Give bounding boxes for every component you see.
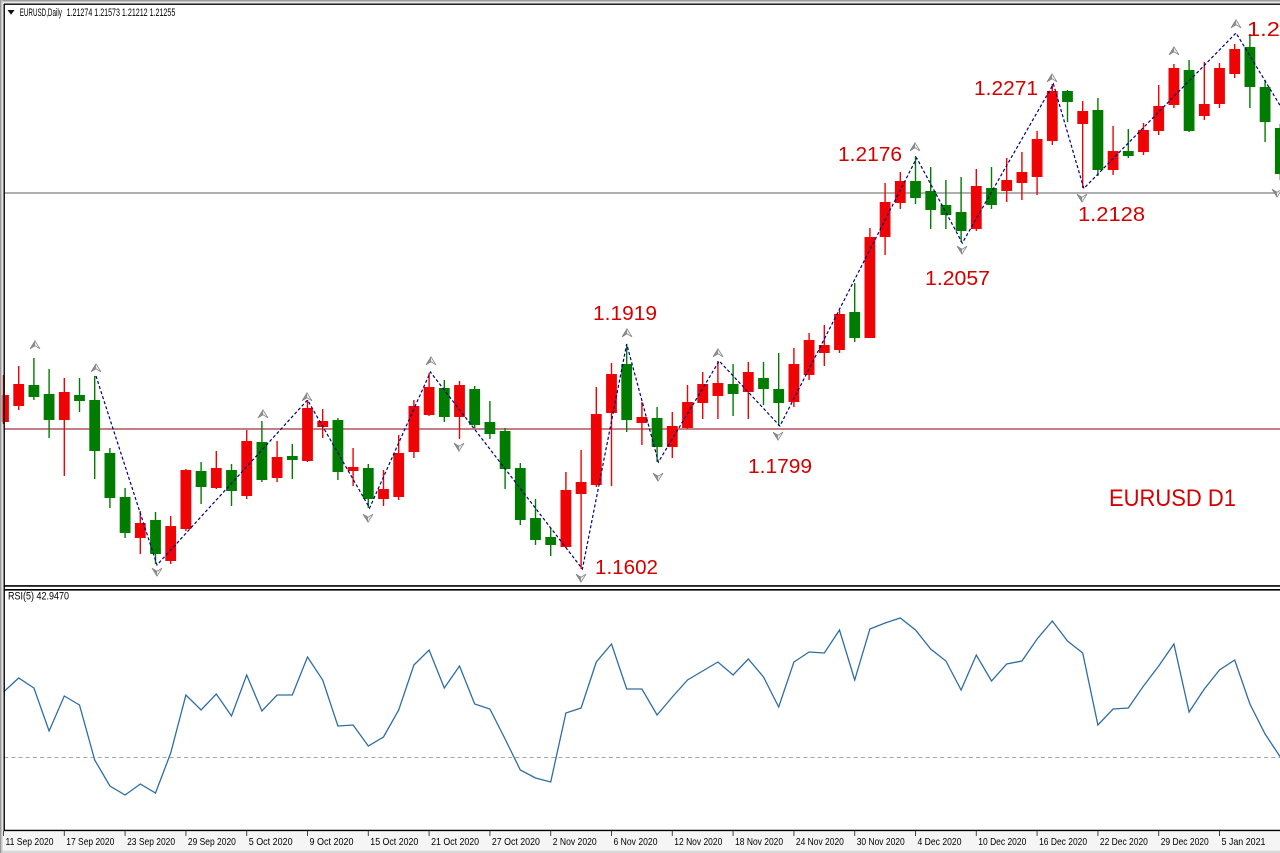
svg-text:1.1602: 1.1602 xyxy=(595,557,658,579)
svg-text:30 Nov 2020: 30 Nov 2020 xyxy=(857,836,905,848)
svg-text:1.21274 1.21573 1.21212 1.2125: 1.21274 1.21573 1.21212 1.21255 xyxy=(67,7,176,19)
svg-text:5 Jan 2021: 5 Jan 2021 xyxy=(1222,836,1266,848)
svg-text:1.2057: 1.2057 xyxy=(925,268,990,290)
svg-text:1.2271: 1.2271 xyxy=(974,78,1038,100)
svg-text:RSI(5) 42.9470: RSI(5) 42.9470 xyxy=(8,591,69,603)
svg-text:4 Dec 2020: 4 Dec 2020 xyxy=(918,836,962,848)
svg-text:12 Nov 2020: 12 Nov 2020 xyxy=(674,836,722,848)
svg-text:2 Nov 2020: 2 Nov 2020 xyxy=(553,836,597,848)
svg-text:5 Oct 2020: 5 Oct 2020 xyxy=(249,836,293,848)
svg-text:1.23: 1.23 xyxy=(1247,19,1280,41)
svg-text:9 Oct 2020: 9 Oct 2020 xyxy=(310,836,354,848)
svg-text:15 Oct 2020: 15 Oct 2020 xyxy=(370,836,418,848)
svg-text:27 Oct 2020: 27 Oct 2020 xyxy=(492,836,540,848)
svg-text:1.1799: 1.1799 xyxy=(748,456,812,478)
svg-text:29 Dec 2020: 29 Dec 2020 xyxy=(1161,836,1209,848)
svg-text:1.2176: 1.2176 xyxy=(838,144,902,166)
svg-text:16 Dec 2020: 16 Dec 2020 xyxy=(1039,836,1087,848)
svg-text:1.2128: 1.2128 xyxy=(1078,204,1145,226)
svg-text:10 Dec 2020: 10 Dec 2020 xyxy=(978,836,1026,848)
svg-text:EURUSD,Daily: EURUSD,Daily xyxy=(20,7,62,19)
svg-text:24 Nov 2020: 24 Nov 2020 xyxy=(796,836,844,848)
svg-text:23 Sep 2020: 23 Sep 2020 xyxy=(127,836,175,848)
svg-text:21 Oct 2020: 21 Oct 2020 xyxy=(431,836,479,848)
svg-text:11 Sep 2020: 11 Sep 2020 xyxy=(6,836,54,848)
svg-text:17 Sep 2020: 17 Sep 2020 xyxy=(66,836,114,848)
svg-text:29 Sep 2020: 29 Sep 2020 xyxy=(188,836,236,848)
svg-text:22 Dec 2020: 22 Dec 2020 xyxy=(1100,836,1148,848)
svg-text:18 Nov 2020: 18 Nov 2020 xyxy=(735,836,783,848)
svg-text:EURUSD D1: EURUSD D1 xyxy=(1109,485,1236,512)
svg-text:6 Nov 2020: 6 Nov 2020 xyxy=(614,836,658,848)
svg-text:1.1919: 1.1919 xyxy=(593,303,657,325)
